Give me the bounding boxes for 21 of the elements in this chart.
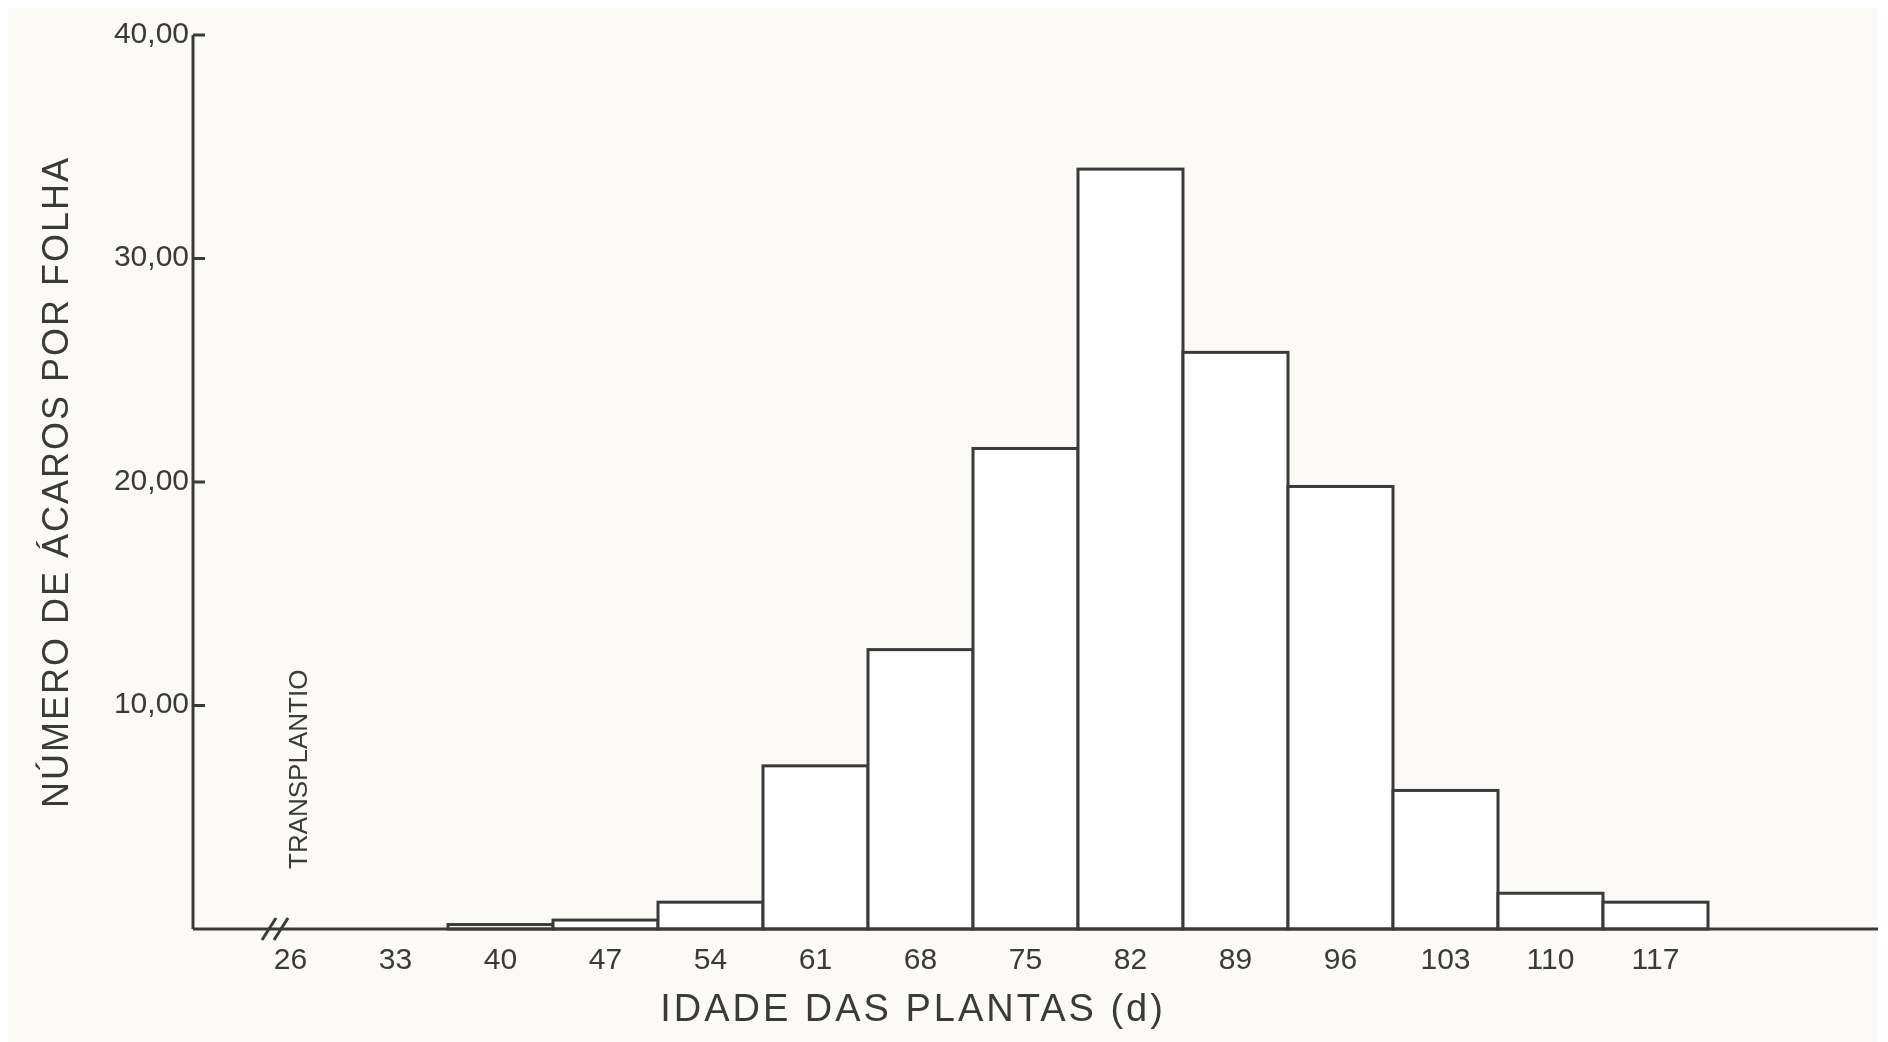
x-tick-label: 110 <box>1526 942 1575 975</box>
x-tick-label: 47 <box>588 942 623 975</box>
x-tick-label: 117 <box>1631 942 1680 975</box>
x-axis-title: IDADE DAS PLANTAS (d) <box>660 987 1166 1029</box>
y-tick-label: 30,00 <box>113 239 189 273</box>
x-tick-label: 26 <box>273 942 308 975</box>
x-tick-label: 89 <box>1218 942 1253 975</box>
annotation: TRANSPLANTIO <box>283 669 314 869</box>
x-tick-label: 82 <box>1113 942 1148 975</box>
x-tick-label: 103 <box>1420 942 1471 975</box>
x-tick-label: 61 <box>798 942 833 975</box>
x-tick-label: 33 <box>378 942 413 975</box>
x-tick-label: 40 <box>483 942 518 975</box>
y-axis-title: NÚMERO DE ÁCAROS POR FOLHA <box>35 155 76 809</box>
y-tick-label: 40,00 <box>113 15 189 49</box>
x-tick-label: 75 <box>1008 942 1043 975</box>
y-tick-label: 20,00 <box>113 462 189 496</box>
x-tick-label: 96 <box>1323 942 1358 975</box>
y-tick-label: 10,00 <box>113 686 189 720</box>
x-tick-label: 54 <box>693 942 728 975</box>
x-tick-label: 68 <box>903 942 938 975</box>
